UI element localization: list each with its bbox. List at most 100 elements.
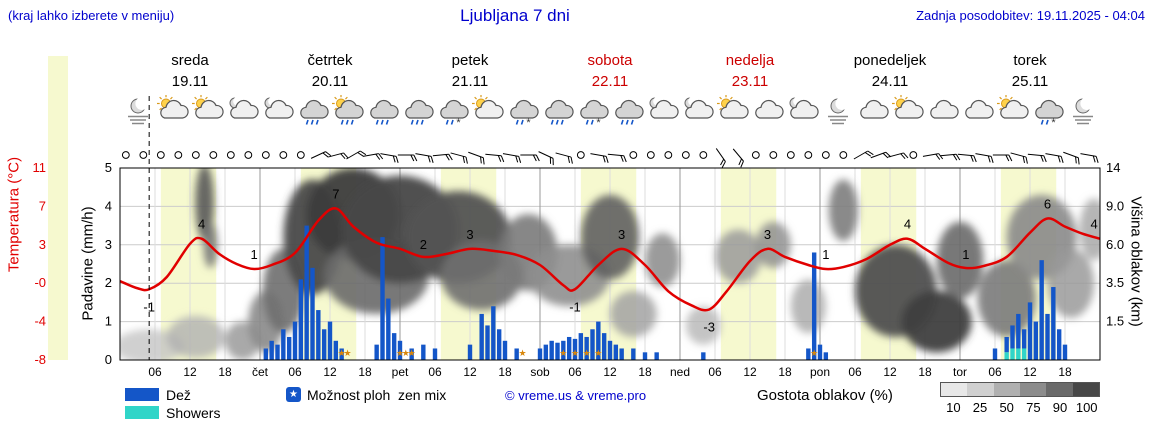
temperature-value-label: 1 xyxy=(251,247,258,262)
x-tick-label: 12 xyxy=(1023,365,1037,379)
gradient-tick-label: 75 xyxy=(1026,400,1041,415)
wind-barb-icon xyxy=(1010,152,1028,164)
rain-bar xyxy=(1051,287,1056,360)
rain-bar xyxy=(339,348,344,360)
legend-showers-label: Showers xyxy=(166,405,221,421)
day-column: petek 21.11 * * xyxy=(400,50,540,127)
rain-bar xyxy=(269,340,274,360)
rain-bar xyxy=(1039,260,1044,360)
wind-barb-icon xyxy=(380,153,399,163)
chance-star-icon: ★ xyxy=(518,348,526,358)
calm-wind-icon xyxy=(191,151,200,159)
wind-barb-icon xyxy=(887,152,909,160)
x-tick-label: 18 xyxy=(498,365,512,379)
rain-bar xyxy=(631,348,636,360)
temperature-value-label: 4 xyxy=(198,217,205,232)
weather-icon-row xyxy=(260,95,400,127)
x-tick-label: 18 xyxy=(358,365,372,379)
chance-star-icon: ★ xyxy=(338,348,346,358)
x-tick-label: 12 xyxy=(463,365,477,379)
wind-barb-icon xyxy=(415,153,434,163)
day-date: 23.11 xyxy=(731,73,769,90)
x-tick-label: 06 xyxy=(708,365,722,379)
last-update: Zadnja posodobitev: 19.11.2025 - 04:04 xyxy=(916,8,1145,23)
calm-wind-icon xyxy=(576,151,585,159)
gradient-tick-label: 100 xyxy=(1075,400,1098,415)
rain-bar xyxy=(1045,313,1050,360)
showers-bar xyxy=(1004,352,1009,360)
rain-bar xyxy=(374,344,379,360)
temperature-line xyxy=(120,207,1100,312)
rain-bar xyxy=(572,338,578,360)
chance-star-icon: ★ xyxy=(810,348,818,358)
wind-barb-icon xyxy=(310,151,332,159)
gradient-segment xyxy=(1019,383,1047,396)
temperature-value-label: -1 xyxy=(569,299,581,314)
cloud-tick-label: 1.5 xyxy=(1106,314,1124,329)
wind-barb-icon xyxy=(450,152,468,164)
wind-barb-icon xyxy=(502,153,522,163)
rain-bar xyxy=(561,340,566,360)
weather-icon-sun-cloud xyxy=(471,95,504,119)
calm-wind-icon xyxy=(769,151,778,159)
x-tick-label: sob xyxy=(530,365,550,379)
showers-bar xyxy=(1021,348,1027,360)
rain-bar xyxy=(479,313,484,360)
temp-tick-label: -4 xyxy=(34,314,46,329)
copyright-link[interactable]: © vreme.us & vreme.pro xyxy=(505,388,647,403)
temperature-value-label: 1 xyxy=(822,247,829,262)
day-column: sreda 19.11 xyxy=(120,50,260,127)
cloud-tick-label: 9.0 xyxy=(1106,198,1124,213)
rain-bar xyxy=(566,336,572,360)
plot-frame xyxy=(119,167,1101,361)
rain-bar xyxy=(496,329,502,360)
day-date: 22.11 xyxy=(591,73,629,90)
gradient-segment xyxy=(941,383,968,396)
cloud-density-gradient-ticks: 10 25 50 75 90 100 xyxy=(940,400,1100,415)
day-column: ponedeljek 24.11 xyxy=(820,50,960,127)
rain-bar xyxy=(596,321,601,360)
weather-icon-sun-rain-cloud xyxy=(331,95,364,125)
rain-bar xyxy=(992,348,998,360)
x-tick-label: 12 xyxy=(603,365,617,379)
calm-wind-icon xyxy=(821,151,830,159)
weather-icon-rain-cloud xyxy=(614,99,644,125)
weather-icon-moon-cloud xyxy=(649,96,679,119)
wind-barb-icon xyxy=(1080,153,1099,163)
temperature-value-label: 4 xyxy=(904,217,911,232)
wind-barb-icon xyxy=(1027,153,1047,163)
calm-wind-icon xyxy=(909,151,918,159)
temperature-value-label: 1 xyxy=(962,247,969,262)
rain-bar xyxy=(298,279,304,360)
rain-bar xyxy=(1062,344,1068,360)
rain-bar xyxy=(333,340,339,360)
weather-icon-cloud xyxy=(859,99,889,119)
calm-wind-icon xyxy=(244,151,253,159)
day-column: četrtek 20.11 xyxy=(260,50,400,127)
left-day-strip xyxy=(48,56,68,360)
wind-barb-icon xyxy=(327,152,349,160)
weather-icon-moon-cloud xyxy=(264,96,294,119)
weather-icon-rain-cloud xyxy=(369,99,399,125)
rain-bar xyxy=(310,267,315,360)
rain-bar xyxy=(467,344,473,360)
wind-barb-icon xyxy=(922,153,944,160)
precip-tick-label: 5 xyxy=(105,160,112,175)
rain-bar xyxy=(409,348,414,360)
weather-icon-sun-cloud xyxy=(191,95,224,119)
chance-star-icon: ★ xyxy=(408,348,416,358)
menu-hint: (kraj lahko izberete v meniju) xyxy=(8,8,175,23)
temperature-value-label: 3 xyxy=(764,227,771,242)
gradient-tick-label: 50 xyxy=(999,400,1014,415)
rain-bar xyxy=(397,340,403,360)
page-title: Ljubljana 7 dni xyxy=(460,6,570,25)
calm-wind-icon xyxy=(261,151,270,159)
rain-bar xyxy=(584,336,589,360)
svg-text:*: * xyxy=(526,117,531,127)
rain-bar xyxy=(1010,325,1015,349)
rain-bar xyxy=(823,352,829,360)
weather-icon-sleet-cloud: * xyxy=(579,99,609,127)
calm-wind-icon xyxy=(664,151,673,159)
x-tick-label: 12 xyxy=(183,365,197,379)
rain-bar xyxy=(549,340,554,360)
